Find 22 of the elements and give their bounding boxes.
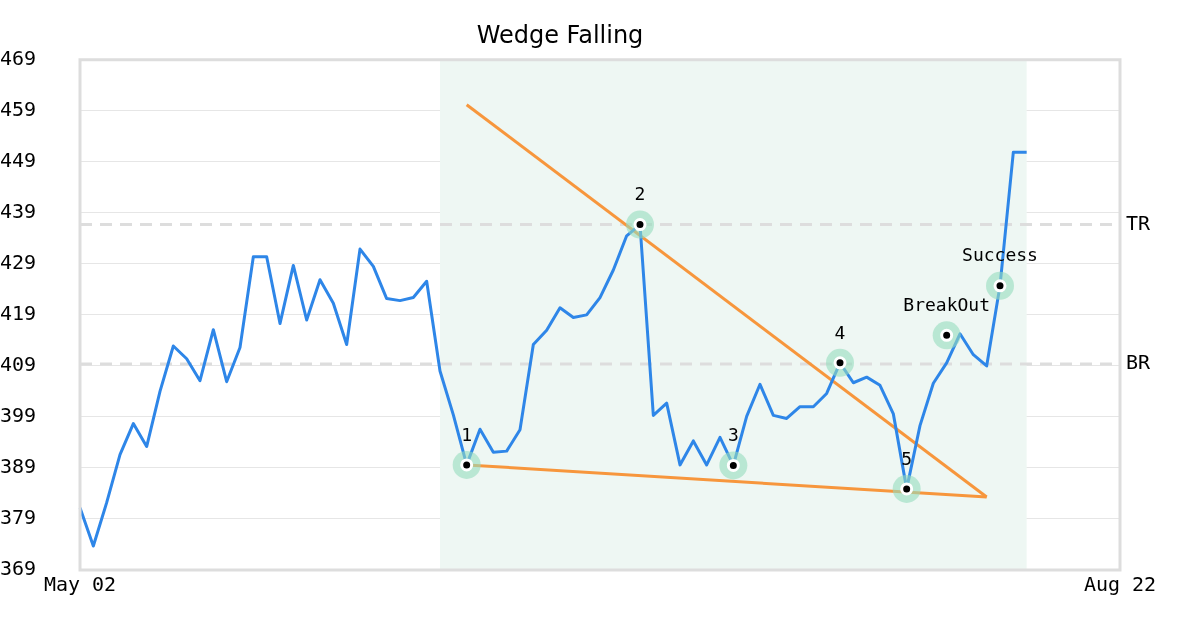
- annotation: BreakOut: [903, 293, 991, 315]
- y-tick-label: 409: [0, 352, 37, 377]
- y-tick-label: 459: [0, 97, 37, 122]
- y-tick-label: 379: [0, 505, 37, 530]
- annotation: 4: [834, 321, 846, 343]
- ref-line-label: BR: [1126, 350, 1152, 375]
- y-tick-label: 419: [0, 301, 37, 326]
- annotation: 2: [634, 183, 646, 205]
- x-tick-label: May 02: [43, 572, 117, 597]
- chart-title: Wedge Falling: [476, 20, 644, 49]
- annotation: 5: [901, 447, 913, 469]
- y-tick-label: 389: [0, 454, 37, 479]
- y-tick-label: 399: [0, 403, 37, 428]
- x-tick-label: Aug 22: [1083, 572, 1157, 597]
- y-tick-label: 429: [0, 250, 37, 275]
- annotation: 1: [461, 423, 473, 445]
- ref-line-label: TR: [1126, 210, 1152, 235]
- y-tick-label: 469: [0, 46, 37, 70]
- y-tick-label: 449: [0, 148, 37, 173]
- y-tick-label: 369: [0, 556, 37, 581]
- annotation: 3: [727, 424, 739, 446]
- y-tick-label: 439: [0, 199, 37, 224]
